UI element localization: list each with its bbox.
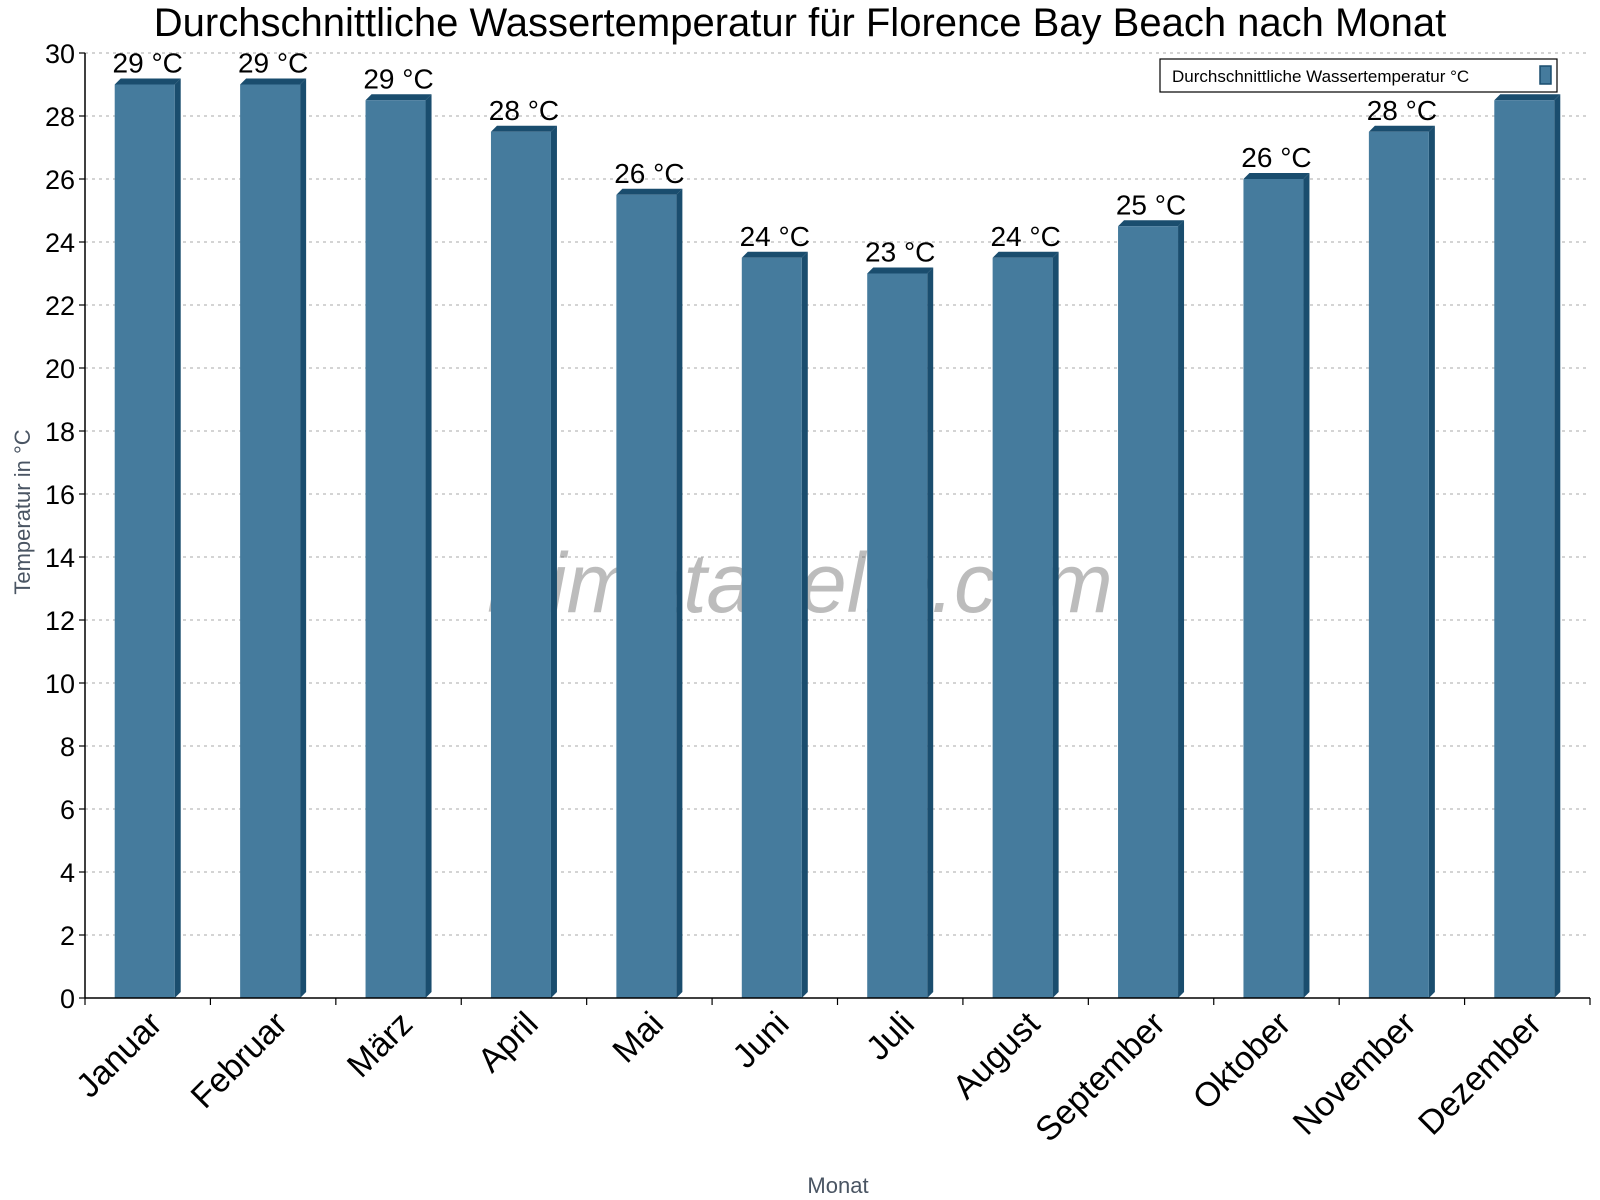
x-tick-label: Oktober (1186, 1005, 1298, 1117)
x-tick-label: Juni (725, 1005, 796, 1076)
y-tick-label: 20 (45, 354, 75, 384)
y-tick-label: 10 (45, 669, 75, 699)
y-tick-label: 16 (45, 480, 75, 510)
x-tick-label: März (340, 1005, 420, 1085)
bar (490, 125, 557, 998)
data-label: 29 °C (113, 48, 183, 79)
data-label: 29 °C (363, 63, 433, 94)
bar (741, 251, 808, 998)
legend-box (1159, 58, 1558, 93)
data-label: 28 °C (489, 95, 559, 126)
x-axis-label: Monat (807, 1173, 868, 1198)
bars (114, 78, 1561, 998)
y-tick-label: 6 (60, 795, 75, 825)
legend-label: Durchschnittliche Wassertemperatur °C (1172, 67, 1469, 86)
grid-lines (85, 52, 1590, 936)
x-tick-label: Dezember (1411, 1005, 1549, 1143)
data-label: 29 °C (238, 48, 308, 79)
axes (84, 53, 1590, 999)
x-tick-label: Juli (859, 1005, 922, 1068)
bar (1368, 125, 1435, 998)
data-label: 26 °C (1241, 142, 1311, 173)
x-tick-label: April (471, 1005, 546, 1080)
bar (240, 78, 307, 998)
y-axis-label: Temperatur in °C (10, 429, 35, 594)
data-label: 24 °C (740, 221, 810, 252)
x-tick-label: Februar (184, 1005, 295, 1116)
bar (616, 188, 683, 998)
bar (992, 251, 1059, 998)
bar (365, 94, 432, 998)
y-tick-label: 8 (60, 732, 75, 762)
y-tick-label: 0 (60, 984, 75, 1014)
x-axis-ticks: Januar Februar März April Mai Juni Juli AugustS… (69, 998, 1591, 1149)
x-tick-label: August (946, 1004, 1048, 1106)
x-tick-label: Januar (69, 1005, 169, 1105)
y-tick-label: 14 (45, 543, 75, 573)
legend-swatch (1539, 65, 1552, 85)
x-tick-label: September (1028, 1005, 1172, 1149)
data-label: 26 °C (614, 158, 684, 189)
x-tick-label: November (1286, 1005, 1424, 1143)
y-tick-label: 24 (45, 228, 75, 258)
bar (1494, 94, 1561, 998)
y-tick-label: 30 (45, 39, 75, 69)
bar (1243, 173, 1310, 998)
y-tick-label: 2 (60, 921, 75, 951)
data-labels: 29 °C 29 °C 29 °C 28 °C 26 °C 24 °C 23 °C 24 °C… (113, 48, 1438, 268)
y-tick-label: 18 (45, 417, 75, 447)
y-tick-label: 26 (45, 165, 75, 195)
bar (867, 267, 934, 998)
bar (1118, 220, 1185, 998)
data-label: 28 °C (1367, 95, 1437, 126)
chart-title: Durchschnittliche Wassertemperatur für F… (154, 1, 1446, 45)
data-label: 25 °C (1116, 189, 1186, 220)
x-tick-label: Mai (605, 1005, 671, 1071)
y-tick-label: 4 (60, 858, 75, 888)
y-tick-label: 22 (45, 291, 75, 321)
bar (114, 78, 181, 998)
data-label: 23 °C (865, 237, 935, 268)
legend: Durchschnittliche Wassertemperatur °C (1159, 58, 1558, 93)
y-tick-label: 28 (45, 102, 75, 132)
y-tick-label: 12 (45, 606, 75, 636)
data-label: 24 °C (990, 221, 1060, 252)
